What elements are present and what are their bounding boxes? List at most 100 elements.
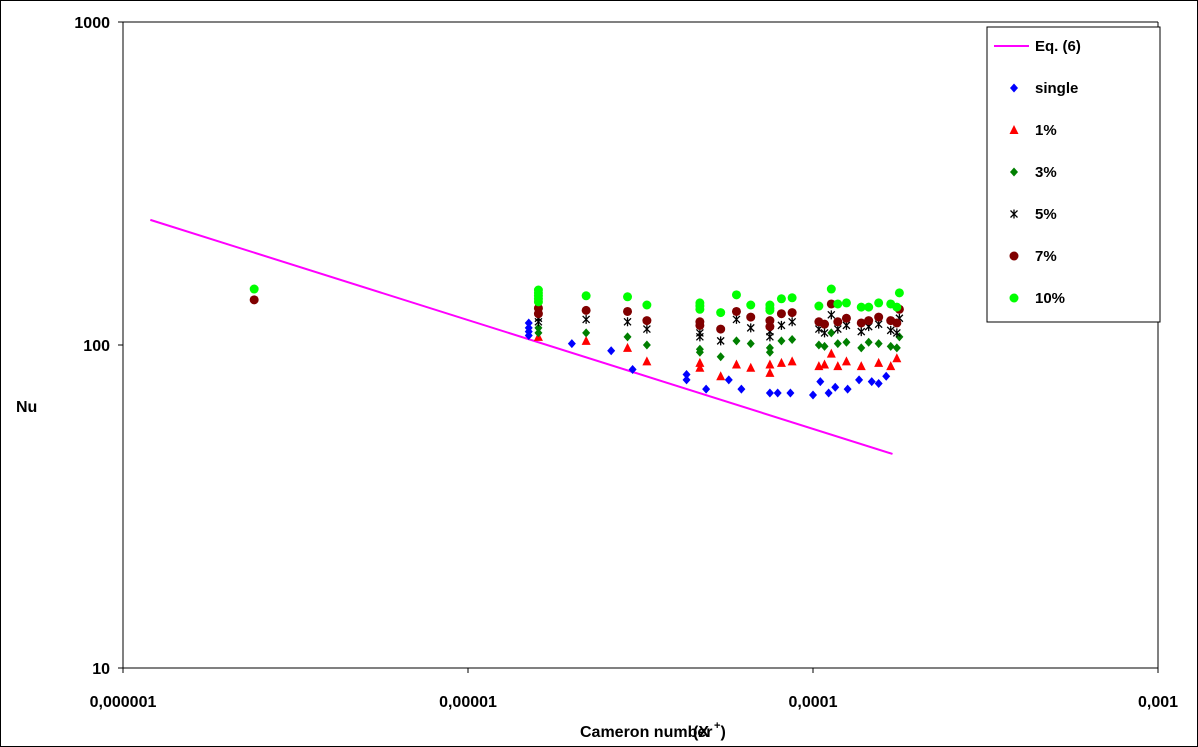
legend-marker <box>1010 83 1018 93</box>
data-point <box>842 337 851 347</box>
data-point <box>642 324 651 334</box>
series-1 <box>150 218 893 455</box>
series-7 <box>249 284 904 318</box>
data-point <box>786 388 795 398</box>
data-point <box>628 364 637 374</box>
data-point <box>695 320 705 330</box>
x-axis-label: Cameron number(X +) <box>580 720 726 741</box>
data-point <box>787 293 797 303</box>
legend-label: 1% <box>1035 122 1057 139</box>
data-point <box>249 295 259 305</box>
x-axis-label-text: Cameron number <box>580 724 712 741</box>
data-point <box>820 359 830 369</box>
data-point <box>716 352 725 362</box>
data-point <box>886 325 895 335</box>
data-point <box>820 341 829 351</box>
data-point <box>765 367 775 377</box>
data-point <box>581 335 591 345</box>
data-point <box>820 319 830 329</box>
data-point <box>716 308 726 318</box>
legend-label: 7% <box>1035 248 1057 265</box>
data-point <box>833 317 843 327</box>
data-point <box>765 347 774 357</box>
x-axis-label-symbol: (X <box>693 724 709 741</box>
data-point <box>765 322 775 332</box>
data-point <box>864 302 874 312</box>
legend: Eq. (6) single 1% 3% 5% 7% 10% <box>986 26 1161 323</box>
series-2 <box>524 318 891 400</box>
data-point <box>857 343 866 353</box>
data-point <box>695 347 704 357</box>
data-point <box>623 332 632 342</box>
data-point <box>874 339 883 349</box>
data-point <box>731 290 741 300</box>
data-point <box>534 328 543 338</box>
data-point <box>716 371 726 381</box>
data-point <box>776 357 786 367</box>
data-point <box>682 375 691 385</box>
data-point <box>855 375 864 385</box>
data-point <box>746 362 756 372</box>
data-point <box>623 342 633 352</box>
data-point <box>567 339 576 349</box>
data-point <box>826 348 836 358</box>
data-point <box>582 314 591 324</box>
y-axis-label: Nu <box>16 399 37 416</box>
data-point <box>773 388 782 398</box>
data-point <box>607 346 616 356</box>
data-point <box>777 336 786 346</box>
data-point <box>892 302 902 312</box>
data-point <box>732 336 741 346</box>
data-point <box>833 299 843 309</box>
x-axis-label-sup: + <box>714 720 720 732</box>
data-point <box>534 317 543 327</box>
legend-label: single <box>1035 80 1078 97</box>
data-point <box>864 337 873 347</box>
data-point <box>886 361 896 371</box>
data-point <box>833 361 843 371</box>
data-point <box>534 323 543 333</box>
data-point <box>787 308 797 318</box>
legend-marker <box>1010 209 1018 219</box>
data-point <box>724 375 733 385</box>
legend-label: Eq. (6) <box>1035 38 1081 55</box>
data-point <box>826 284 836 294</box>
data-point <box>867 377 876 387</box>
data-point <box>623 292 633 302</box>
data-point <box>857 327 866 337</box>
data-point <box>814 340 823 350</box>
data-point <box>746 323 755 333</box>
series-6 <box>249 295 904 334</box>
data-point <box>892 328 901 338</box>
data-point <box>892 343 901 353</box>
data-point <box>765 359 775 369</box>
data-point <box>533 297 543 307</box>
data-point <box>642 356 652 366</box>
data-point <box>787 356 797 366</box>
data-point <box>788 334 797 344</box>
data-point <box>581 291 591 301</box>
data-point <box>841 298 851 308</box>
data-point <box>776 294 786 304</box>
data-point <box>524 318 533 328</box>
data-point <box>642 300 652 310</box>
x-tick-label: 0,000001 <box>90 694 157 711</box>
data-point <box>731 306 741 316</box>
data-point <box>533 309 543 319</box>
x-tick-label: 0,00001 <box>439 694 497 711</box>
data-point <box>856 302 866 312</box>
data-point <box>814 301 824 311</box>
data-point <box>874 378 883 388</box>
plot-area <box>150 218 904 455</box>
data-point <box>695 304 705 314</box>
x-axis-label-close: ) <box>720 724 725 741</box>
series-5 <box>534 310 904 346</box>
legend-marker <box>1009 293 1019 303</box>
x-tick-label: 0,001 <box>1138 694 1178 711</box>
series-4 <box>534 323 904 362</box>
data-point <box>695 362 705 372</box>
data-point <box>702 384 711 394</box>
axes <box>122 21 1159 669</box>
data-point <box>746 312 756 322</box>
